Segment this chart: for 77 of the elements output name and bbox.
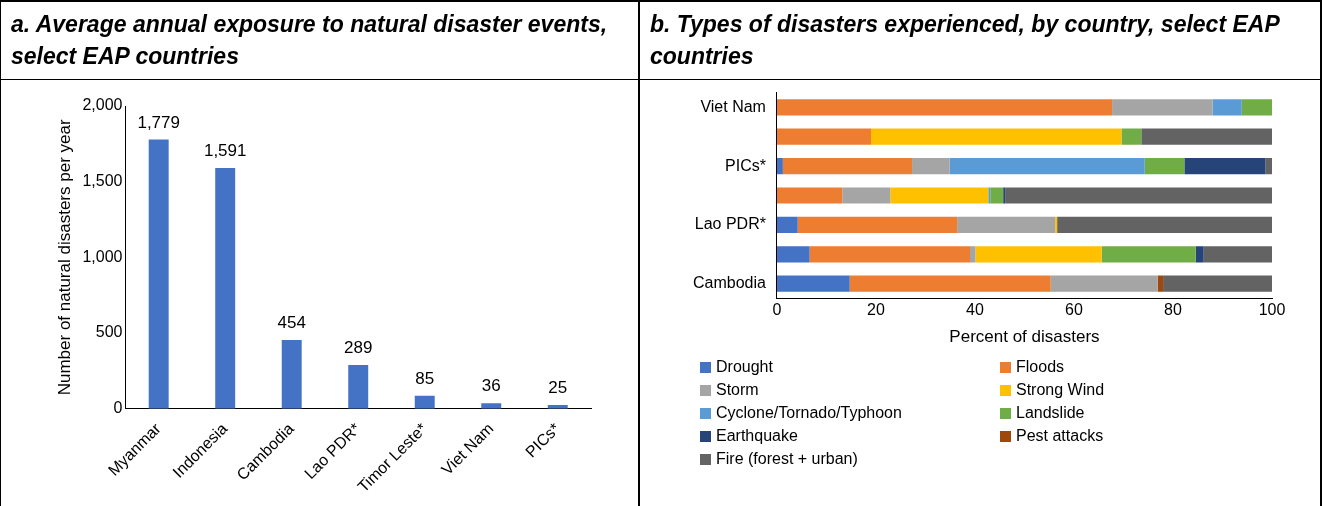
bar (1163, 275, 1272, 292)
y-tick-label: 1,000 (82, 247, 123, 265)
data-label: 454 (277, 313, 306, 333)
bar (1157, 275, 1164, 292)
legend-label: Pest attacks (1016, 427, 1104, 445)
bar (797, 216, 958, 233)
legend-label: Cyclone/Tornado/Typhoon (716, 404, 902, 422)
bar (776, 275, 850, 292)
chart-title: a. Average annual exposure to natural disaster events, select EAP countries (1, 0, 638, 80)
y-tick-label: 0 (113, 399, 123, 417)
bar (776, 216, 798, 233)
bar (481, 403, 502, 409)
bar (1195, 246, 1204, 263)
bar (1212, 99, 1242, 116)
y-tick-label: PICs* (725, 156, 766, 174)
data-label: 1,591 (203, 141, 247, 161)
bar (1112, 99, 1213, 116)
bar (215, 167, 236, 409)
x-tick-label: 60 (1065, 301, 1083, 319)
bar (776, 128, 871, 145)
bar (975, 246, 1102, 263)
data-label: 85 (415, 369, 435, 389)
bar (849, 275, 1051, 292)
x-tick-label: 20 (867, 301, 885, 319)
y-tick-label: Cambodia (692, 274, 767, 292)
legend-label: Floods (1016, 358, 1065, 376)
bar (1050, 275, 1158, 292)
bar (1121, 128, 1142, 145)
bar (990, 187, 1004, 204)
bar (1265, 158, 1272, 175)
bar (1057, 216, 1272, 233)
x-tick-label: 80 (1164, 301, 1182, 319)
bar (776, 246, 810, 263)
y-axis-title: Number of natural disasters per year (54, 119, 74, 396)
legend-label: Landslide (1016, 404, 1085, 422)
bar (970, 246, 976, 263)
bar (1141, 128, 1272, 145)
chart-title: b. Types of disasters experienced, by country, select EAP countries (640, 0, 1320, 80)
bar (782, 158, 913, 175)
bar (776, 99, 1113, 116)
y-tick-label: 500 (95, 323, 123, 341)
legend-label: Drought (716, 358, 773, 376)
x-tick-label: 0 (772, 301, 782, 319)
legend-label: Earthquake (716, 427, 798, 445)
bar (776, 187, 843, 204)
bar (890, 187, 989, 204)
data-label: 1,779 (137, 112, 180, 132)
y-tick-label: 1,500 (82, 172, 123, 190)
bar (414, 395, 435, 409)
legend-label: Fire (forest + urban) (716, 450, 858, 468)
x-tick-label: 40 (966, 301, 984, 319)
y-tick-label: Viet Nam (700, 97, 766, 115)
bar (776, 158, 783, 175)
x-tick-label: 100 (1258, 301, 1286, 319)
bar (949, 158, 1145, 175)
bar (957, 216, 1056, 233)
bar (870, 128, 1122, 145)
bar (1241, 99, 1272, 116)
bar (1101, 246, 1196, 263)
bar (1203, 246, 1272, 263)
legend-label: Storm (716, 381, 759, 399)
bar (842, 187, 891, 204)
data-label: 36 (481, 376, 501, 396)
bar (912, 158, 950, 175)
y-tick-label: Lao PDR* (694, 215, 766, 233)
bar (281, 340, 302, 409)
legend-label: Strong Wind (1016, 381, 1105, 399)
bar (1144, 158, 1185, 175)
data-label: 25 (548, 378, 568, 398)
bar (348, 364, 369, 409)
bar (1005, 187, 1272, 204)
bar (148, 139, 169, 409)
data-label: 289 (344, 338, 373, 358)
bar (1184, 158, 1266, 175)
x-axis-title: Percent of disasters (949, 327, 1100, 347)
y-tick-label: 2,000 (82, 96, 123, 114)
bar (809, 246, 971, 263)
